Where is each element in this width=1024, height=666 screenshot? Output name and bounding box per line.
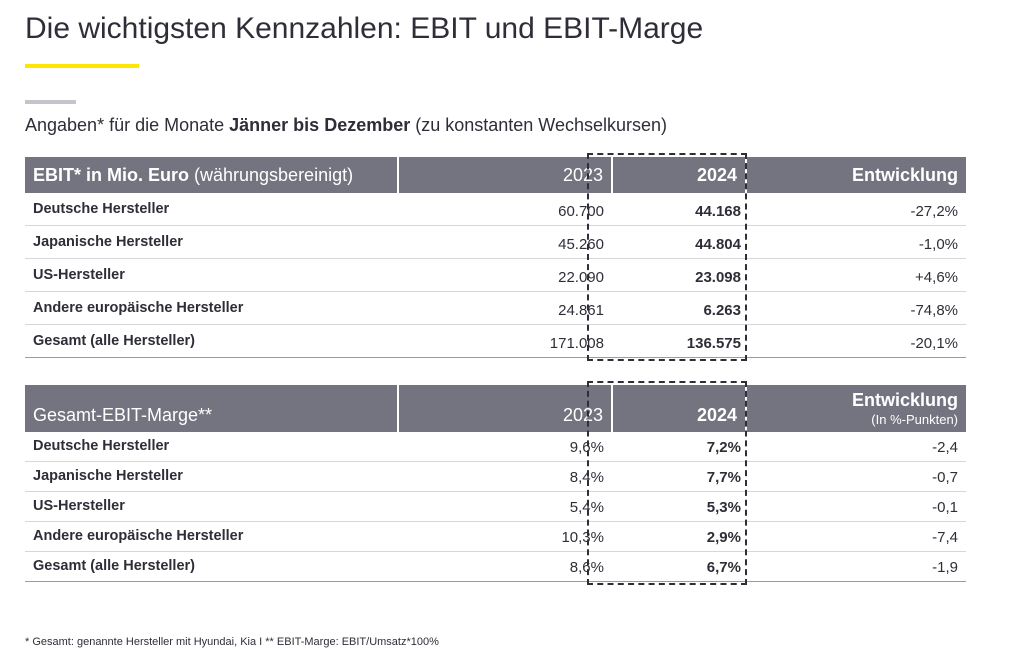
header-2023: 2023 — [562, 165, 603, 185]
row-label: Japanische Hersteller — [33, 468, 183, 484]
table-row-total: Gesamt (alle Hersteller) 8,6% 6,7% -1,9 — [25, 552, 966, 582]
table-row: Japanische Hersteller 45.260 44.804 -1,0… — [25, 226, 966, 259]
header-2024: 2024 — [696, 165, 737, 185]
header-change: Entwicklung — [851, 165, 958, 185]
value-change: -20,1% — [910, 335, 958, 352]
subtitle-suffix: (zu konstanten Wechselkursen) — [410, 115, 668, 135]
header-label-cell: Gesamt-EBIT-Marge** — [25, 385, 399, 432]
value-2024: 6,7% — [706, 559, 741, 576]
subtitle-prefix: Angaben* für die Monate — [25, 115, 230, 135]
row-label: Gesamt (alle Hersteller) — [33, 333, 195, 349]
value-2024: 136.575 — [686, 335, 741, 352]
header-change: Entwicklung — [851, 390, 958, 410]
header-change-unit: (In %-Punkten) — [871, 412, 958, 427]
header-change-cell: Entwicklung (In %-Punkten) — [747, 385, 966, 432]
value-2024: 23.098 — [695, 269, 741, 286]
value-2023: 10,3% — [561, 529, 604, 546]
value-2023: 60.700 — [558, 203, 604, 220]
row-label: US-Hersteller — [33, 498, 125, 514]
value-change: -1,9 — [932, 559, 958, 576]
header-label-bold: EBIT* in Mio. Euro — [33, 165, 189, 185]
value-2023: 171.008 — [549, 335, 604, 352]
value-2023: 24.861 — [558, 302, 604, 319]
value-2024: 2,9% — [706, 529, 741, 546]
header-label-cell: EBIT* in Mio. Euro (währungsbereinigt) — [25, 157, 399, 193]
header-2023-cell: 2023 — [399, 385, 613, 432]
row-label: US-Hersteller — [33, 267, 125, 283]
row-label: Andere europäische Hersteller — [33, 300, 244, 316]
subtitle-period: Jänner bis Dezember — [229, 115, 411, 135]
value-2024: 5,3% — [706, 499, 741, 516]
value-2024: 7,7% — [706, 469, 741, 486]
value-2023: 9,6% — [569, 439, 604, 456]
page-title: Die wichtigsten Kennzahlen: EBIT und EBI… — [25, 12, 704, 45]
margin-table-header: Gesamt-EBIT-Marge** 2023 2024 Entwicklun… — [25, 385, 966, 432]
header-label: Gesamt-EBIT-Marge** — [33, 405, 213, 425]
value-change: -7,4 — [932, 529, 958, 546]
header-label-normal: (währungsbereinigt) — [189, 165, 354, 185]
value-2023: 8,4% — [569, 469, 604, 486]
table-row-total: Gesamt (alle Hersteller) 171.008 136.575… — [25, 325, 966, 358]
ebit-margin-table: Gesamt-EBIT-Marge** 2023 2024 Entwicklun… — [25, 385, 966, 582]
value-change: -1,0% — [918, 236, 958, 253]
table-row: Deutsche Hersteller 9,6% 7,2% -2,4 — [25, 432, 966, 462]
highlight-2024-frame — [587, 381, 747, 585]
ebit-table-header: EBIT* in Mio. Euro (währungsbereinigt) 2… — [25, 157, 966, 193]
header-label: EBIT* in Mio. Euro (währungsbereinigt) — [33, 165, 353, 186]
value-change: -0,7 — [932, 469, 958, 486]
section-divider-bar — [25, 100, 76, 104]
table-row: Andere europäische Hersteller 10,3% 2,9%… — [25, 522, 966, 552]
highlight-2024-frame — [587, 153, 747, 361]
row-label: Gesamt (alle Hersteller) — [33, 558, 195, 574]
ebit-table: EBIT* in Mio. Euro (währungsbereinigt) 2… — [25, 157, 966, 358]
table-row: Andere europäische Hersteller 24.861 6.2… — [25, 292, 966, 325]
header-2024: 2024 — [696, 405, 737, 425]
header-2023: 2023 — [562, 405, 603, 425]
footnote: * Gesamt: genannte Hersteller mit Hyunda… — [25, 636, 439, 648]
row-label: Deutsche Hersteller — [33, 438, 170, 454]
row-label: Deutsche Hersteller — [33, 201, 170, 217]
value-2023: 5,4% — [569, 499, 604, 516]
value-change: +4,6% — [915, 269, 958, 286]
value-2023: 8,6% — [569, 559, 604, 576]
row-label: Andere europäische Hersteller — [33, 528, 244, 544]
subtitle: Angaben* für die Monate Jänner bis Dezem… — [25, 115, 667, 136]
value-2024: 44.804 — [695, 236, 741, 253]
title-accent-bar — [25, 64, 139, 68]
value-2024: 7,2% — [706, 439, 741, 456]
value-change: -74,8% — [910, 302, 958, 319]
row-label: Japanische Hersteller — [33, 234, 183, 250]
value-change: -27,2% — [910, 203, 958, 220]
value-2024: 44.168 — [695, 203, 741, 220]
table-row: Japanische Hersteller 8,4% 7,7% -0,7 — [25, 462, 966, 492]
value-change: -0,1 — [932, 499, 958, 516]
table-row: US-Hersteller 22.090 23.098 +4,6% — [25, 259, 966, 292]
table-row: US-Hersteller 5,4% 5,3% -0,1 — [25, 492, 966, 522]
header-change-cell: Entwicklung — [747, 157, 966, 193]
value-2023: 22.090 — [558, 269, 604, 286]
value-change: -2,4 — [932, 439, 958, 456]
table-row: Deutsche Hersteller 60.700 44.168 -27,2% — [25, 193, 966, 226]
value-2024: 6.263 — [703, 302, 741, 319]
header-2023-cell: 2023 — [399, 157, 613, 193]
value-2023: 45.260 — [558, 236, 604, 253]
